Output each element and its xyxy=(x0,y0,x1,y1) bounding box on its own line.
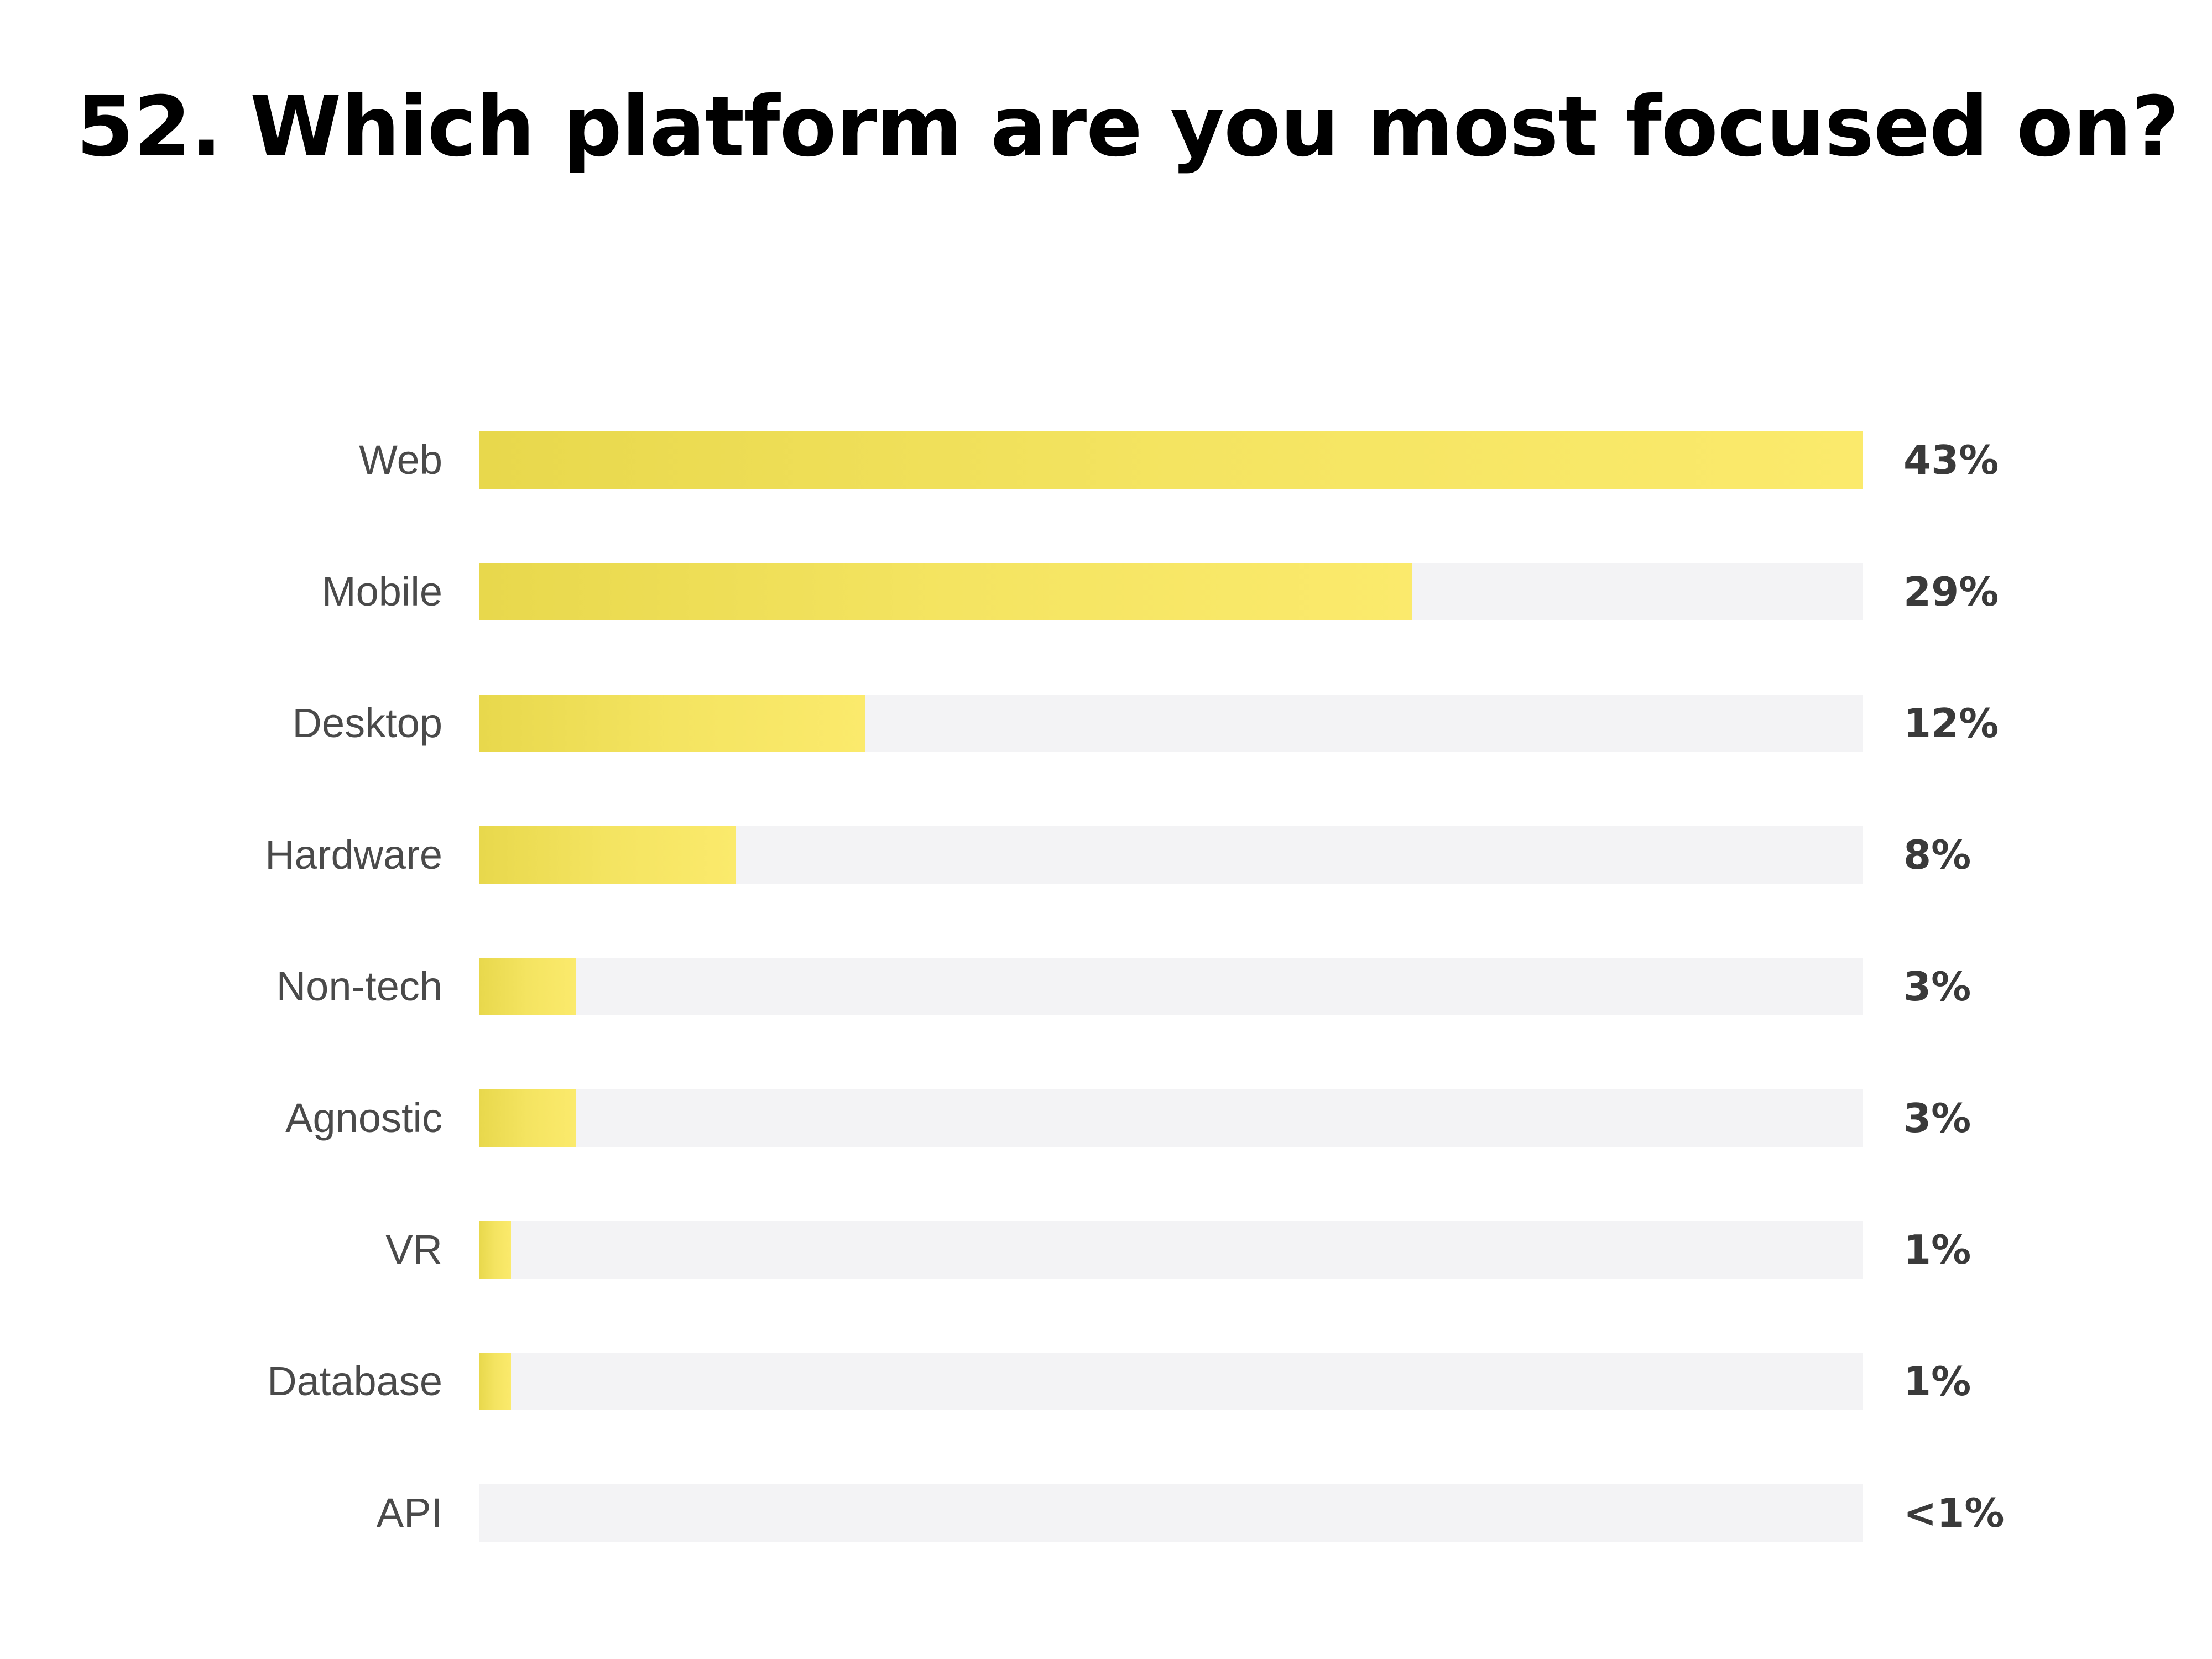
category-label: Mobile xyxy=(322,568,442,614)
category-label: VR xyxy=(385,1227,442,1272)
bar xyxy=(479,1353,512,1410)
value-label: 29% xyxy=(1903,568,1999,615)
value-label: <1% xyxy=(1903,1490,2005,1536)
category-label: Web xyxy=(359,437,442,483)
bar-track xyxy=(479,563,1863,620)
category-label: Agnostic xyxy=(285,1095,442,1141)
value-label: 12% xyxy=(1903,700,1999,747)
bar xyxy=(479,1089,576,1147)
bar-track xyxy=(479,826,1863,884)
value-label: 1% xyxy=(1903,1358,1971,1405)
value-label: 8% xyxy=(1903,832,1971,878)
bar xyxy=(479,695,865,752)
bar-track xyxy=(479,1484,1863,1542)
value-label: 1% xyxy=(1903,1227,1971,1273)
bar-track xyxy=(479,1089,1863,1147)
bar xyxy=(479,826,737,884)
bar xyxy=(479,958,576,1015)
bar-track xyxy=(479,1221,1863,1279)
category-label: Desktop xyxy=(292,700,442,746)
category-label: Database xyxy=(267,1358,442,1404)
chart-title: 52. Which platform are you most focused … xyxy=(76,79,2179,175)
category-label: Non-tech xyxy=(276,963,442,1009)
bar-track xyxy=(479,958,1863,1015)
bar-track xyxy=(479,431,1863,489)
bar xyxy=(479,1221,512,1279)
bar xyxy=(479,431,1863,489)
value-label: 3% xyxy=(1903,963,1971,1010)
value-label: 43% xyxy=(1903,437,1999,483)
bar xyxy=(479,563,1412,620)
category-label: API xyxy=(376,1490,442,1536)
bar-track xyxy=(479,695,1863,752)
bar-track xyxy=(479,1353,1863,1410)
value-label: 3% xyxy=(1903,1095,1971,1141)
category-label: Hardware xyxy=(265,832,442,878)
